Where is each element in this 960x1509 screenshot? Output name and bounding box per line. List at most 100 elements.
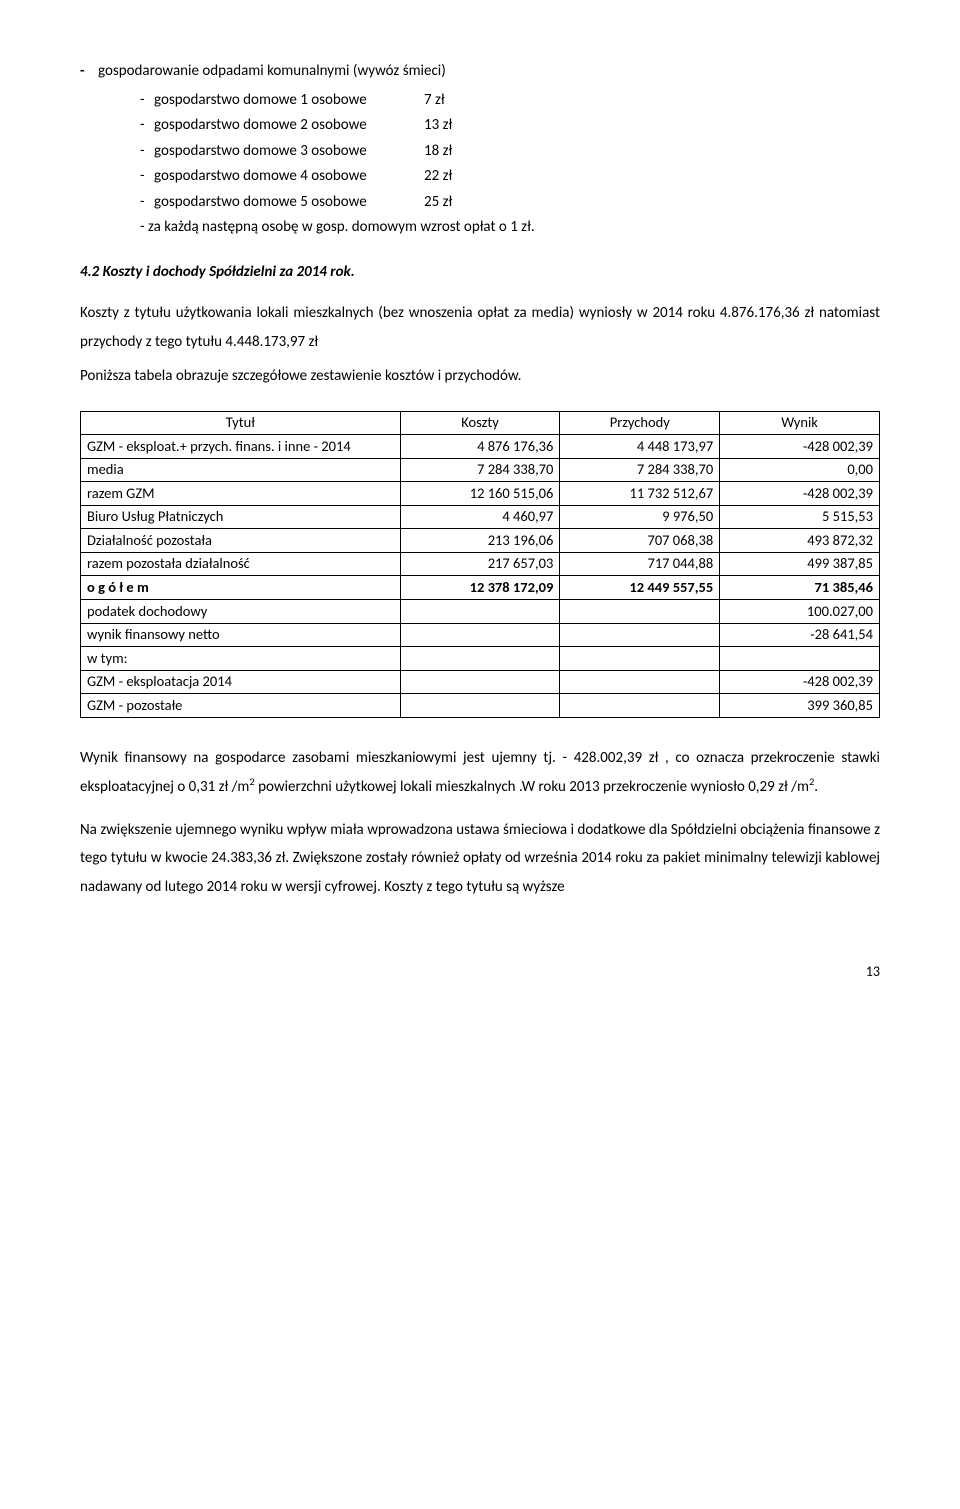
table-row: w tym: [81, 647, 880, 671]
table-cell: 12 160 515,06 [400, 482, 560, 506]
table-cell: 4 448 173,97 [560, 435, 720, 459]
sub-item: -gospodarstwo domowe 2 osobowe13 zł [140, 114, 880, 137]
table-cell [400, 600, 560, 624]
paragraph-result: Wynik finansowy na gospodarce zasobami m… [80, 744, 880, 802]
table-cell: 399 360,85 [720, 694, 880, 718]
table-cell [400, 670, 560, 694]
table-cell: 5 515,53 [720, 505, 880, 529]
table-cell: podatek dochodowy [81, 600, 401, 624]
table-cell: 707 068,38 [560, 529, 720, 553]
table-cell: GZM - eksploatacja 2014 [81, 670, 401, 694]
table-cell: 217 657,03 [400, 552, 560, 576]
dash-icon: - [80, 60, 98, 83]
table-cell: o g ó ł e m [81, 576, 401, 600]
sub-item-label: gospodarstwo domowe 4 osobowe [154, 165, 424, 188]
table-cell: -428 002,39 [720, 670, 880, 694]
table-row: media7 284 338,707 284 338,700,00 [81, 458, 880, 482]
table-cell [400, 694, 560, 718]
table-cell [560, 623, 720, 647]
table-cell: 7 284 338,70 [560, 458, 720, 482]
table-cell: 9 976,50 [560, 505, 720, 529]
sub-item: -gospodarstwo domowe 3 osobowe18 zł [140, 140, 880, 163]
sub-item-value: 13 zł [424, 114, 452, 137]
table-cell: Działalność pozostała [81, 529, 401, 553]
table-cell [720, 647, 880, 671]
sub-list: -gospodarstwo domowe 1 osobowe7 zł-gospo… [140, 89, 880, 239]
sub-item-label: gospodarstwo domowe 1 osobowe [154, 89, 424, 112]
table-cell: w tym: [81, 647, 401, 671]
sub-item-value: 22 zł [424, 165, 452, 188]
dash-icon: - [140, 165, 154, 188]
table-header-cell: Tytuł [81, 411, 401, 435]
table-cell: 100.027,00 [720, 600, 880, 624]
bullet-title: gospodarowanie odpadami komunalnymi (wyw… [98, 60, 446, 83]
sub-item-value: 18 zł [424, 140, 452, 163]
table-cell: razem GZM [81, 482, 401, 506]
table-header-cell: Koszty [400, 411, 560, 435]
sub-item-label: gospodarstwo domowe 5 osobowe [154, 191, 424, 214]
table-cell: GZM - pozostałe [81, 694, 401, 718]
table-cell: wynik finansowy netto [81, 623, 401, 647]
section-heading: 4.2 Koszty i dochody Spółdzielni za 2014… [80, 261, 880, 284]
table-row: o g ó ł e m12 378 172,0912 449 557,5571 … [81, 576, 880, 600]
table-cell [560, 647, 720, 671]
table-header-cell: Przychody [560, 411, 720, 435]
table-cell: 4 876 176,36 [400, 435, 560, 459]
table-body: GZM - eksploat.+ przych. finans. i inne … [81, 435, 880, 718]
table-row: razem pozostała działalność217 657,03717… [81, 552, 880, 576]
sub-note: - za każdą następną osobę w gosp. domowy… [140, 216, 880, 239]
table-cell: 71 385,46 [720, 576, 880, 600]
table-cell: 493 872,32 [720, 529, 880, 553]
sub-item-value: 7 zł [424, 89, 445, 112]
dash-icon: - [140, 140, 154, 163]
table-header-cell: Wynik [720, 411, 880, 435]
table-cell: -28 641,54 [720, 623, 880, 647]
table-cell: media [81, 458, 401, 482]
table-cell: 12 378 172,09 [400, 576, 560, 600]
sub-item: -gospodarstwo domowe 5 osobowe25 zł [140, 191, 880, 214]
table-cell: -428 002,39 [720, 435, 880, 459]
table-cell: razem pozostała działalność [81, 552, 401, 576]
paragraph-increase: Na zwiększenie ujemnego wyniku wpływ mia… [80, 816, 880, 902]
sub-item-label: gospodarstwo domowe 3 osobowe [154, 140, 424, 163]
table-cell [560, 670, 720, 694]
table-cell: 213 196,06 [400, 529, 560, 553]
table-cell [560, 694, 720, 718]
table-cell [400, 623, 560, 647]
sub-item-value: 25 zł [424, 191, 452, 214]
table-cell: 7 284 338,70 [400, 458, 560, 482]
table-row: GZM - eksploat.+ przych. finans. i inne … [81, 435, 880, 459]
finance-table: TytułKosztyPrzychodyWynik GZM - eksploat… [80, 411, 880, 718]
table-cell: 4 460,97 [400, 505, 560, 529]
p2-part1: powierzchni użytkowej lokali mieszkalnyc… [255, 778, 809, 796]
sub-item-label: gospodarstwo domowe 2 osobowe [154, 114, 424, 137]
table-row: GZM - pozostałe 399 360,85 [81, 694, 880, 718]
table-row: Działalność pozostała213 196,06707 068,3… [81, 529, 880, 553]
table-cell: -428 002,39 [720, 482, 880, 506]
main-bullet: - gospodarowanie odpadami komunalnymi (w… [80, 60, 880, 83]
page-number: 13 [80, 961, 880, 982]
paragraph-costs: Koszty z tytułu użytkowania lokali miesz… [80, 299, 880, 356]
p2-part2: . [814, 778, 818, 796]
table-row: razem GZM12 160 515,0611 732 512,67-428 … [81, 482, 880, 506]
dash-icon: - [140, 191, 154, 214]
dash-icon: - [140, 114, 154, 137]
table-row: Biuro Usług Płatniczych4 460,979 976,505… [81, 505, 880, 529]
table-cell: 499 387,85 [720, 552, 880, 576]
table-row: GZM - eksploatacja 2014 -428 002,39 [81, 670, 880, 694]
paragraph-table-intro: Poniższa tabela obrazuje szczegółowe zes… [80, 362, 880, 391]
table-row: wynik finansowy netto -28 641,54 [81, 623, 880, 647]
sub-item: -gospodarstwo domowe 4 osobowe22 zł [140, 165, 880, 188]
table-cell [560, 600, 720, 624]
table-header-row: TytułKosztyPrzychodyWynik [81, 411, 880, 435]
table-cell: 12 449 557,55 [560, 576, 720, 600]
table-cell: Biuro Usług Płatniczych [81, 505, 401, 529]
table-cell: 717 044,88 [560, 552, 720, 576]
table-cell [400, 647, 560, 671]
dash-icon: - [140, 89, 154, 112]
table-row: podatek dochodowy 100.027,00 [81, 600, 880, 624]
sub-item: -gospodarstwo domowe 1 osobowe7 zł [140, 89, 880, 112]
table-cell: 11 732 512,67 [560, 482, 720, 506]
table-cell: GZM - eksploat.+ przych. finans. i inne … [81, 435, 401, 459]
table-cell: 0,00 [720, 458, 880, 482]
